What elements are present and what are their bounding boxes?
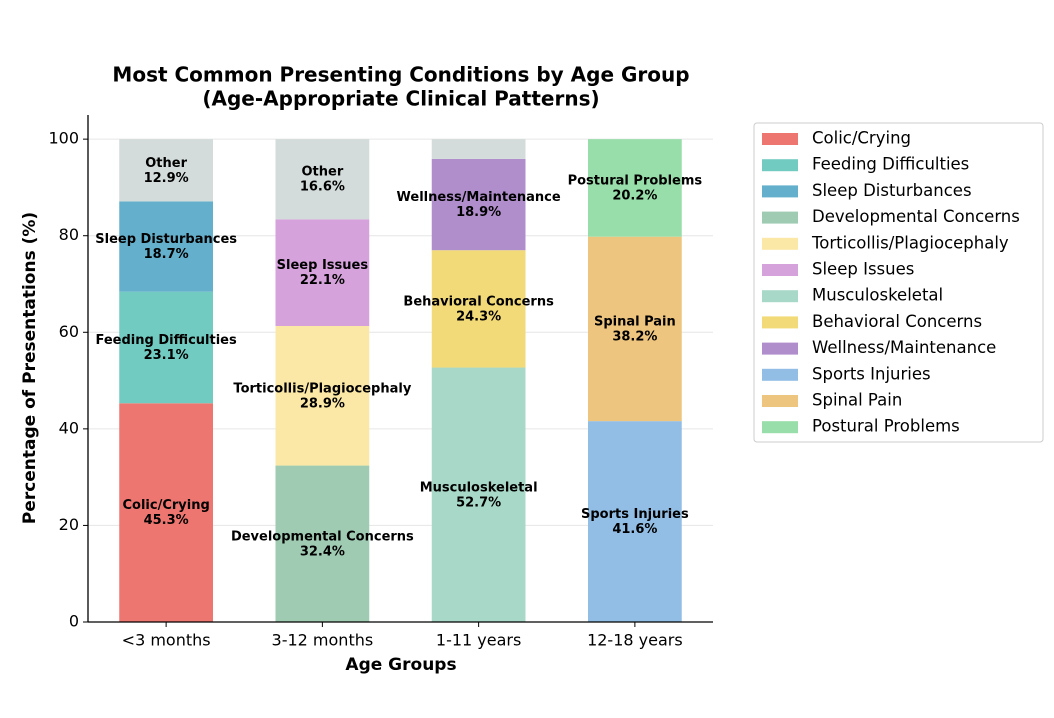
data-label-name: Sleep Issues xyxy=(277,258,369,273)
bar-segment xyxy=(588,421,682,622)
x-tick-label: 1-11 years xyxy=(436,631,521,650)
data-label-name: Behavioral Concerns xyxy=(403,294,554,309)
legend-swatch xyxy=(762,185,798,198)
data-label-name: Spinal Pain xyxy=(594,314,676,329)
data-label: 45.3% xyxy=(144,513,189,528)
legend-label: Sleep Issues xyxy=(812,260,914,279)
y-tick-label: 40 xyxy=(59,418,79,437)
bar-segment xyxy=(431,250,526,368)
data-label: 18.9% xyxy=(456,205,501,220)
data-label: 38.2% xyxy=(612,329,657,344)
data-label: 16.6% xyxy=(300,180,345,195)
legend-swatch xyxy=(762,316,798,329)
bar-segment xyxy=(119,291,213,404)
data-label: 24.3% xyxy=(456,309,501,324)
y-tick-label: 100 xyxy=(48,129,79,148)
legend-label: Wellness/Maintenance xyxy=(812,338,996,357)
x-axis-label: Age Groups xyxy=(345,655,456,675)
data-label-name: Wellness/Maintenance xyxy=(397,190,561,205)
legend-label: Musculoskeletal xyxy=(812,286,943,305)
data-label-name: Other xyxy=(145,156,187,171)
legend-swatch xyxy=(762,159,798,172)
bar-segment xyxy=(588,236,682,422)
data-label-name: Other xyxy=(302,165,344,180)
legend-label: Sports Injuries xyxy=(812,364,931,383)
data-label-name: Sports Injuries xyxy=(581,507,689,522)
bar-segment xyxy=(119,403,213,622)
bar-segment xyxy=(431,158,526,251)
bar-segment xyxy=(275,465,370,622)
bar-segment xyxy=(431,139,526,159)
x-tick-label: 3-12 months xyxy=(272,631,374,650)
bar-segment xyxy=(275,326,370,466)
legend-swatch xyxy=(762,237,798,250)
legend-swatch xyxy=(762,211,798,224)
data-label-name: Sleep Disturbances xyxy=(95,232,237,247)
data-label: 23.1% xyxy=(144,348,189,363)
legend-label: Behavioral Concerns xyxy=(812,312,982,331)
data-label: 22.1% xyxy=(300,273,345,288)
data-label: 52.7% xyxy=(456,495,501,510)
data-label-name: Torticollis/Plagiocephaly xyxy=(233,381,411,396)
data-label-name: Colic/Crying xyxy=(122,498,209,513)
data-label-name: Developmental Concerns xyxy=(231,529,414,544)
x-tick-label: 12-18 years xyxy=(587,631,683,650)
bar-segment xyxy=(431,367,526,622)
data-label: 28.9% xyxy=(300,396,345,411)
data-label: 18.7% xyxy=(144,247,189,262)
data-label: 12.9% xyxy=(144,171,189,186)
legend-swatch xyxy=(762,264,798,276)
y-axis-label: Percentage of Presentations (%) xyxy=(20,212,40,524)
legend-label: Postural Problems xyxy=(812,417,960,436)
legend-label: Torticollis/Plagiocephaly xyxy=(811,233,1009,252)
bar-segment xyxy=(119,201,213,292)
bar-segment xyxy=(275,139,370,220)
data-label-name: Feeding Difficulties xyxy=(96,333,237,348)
bar-segment xyxy=(275,219,370,327)
y-tick-label: 60 xyxy=(59,322,79,341)
data-label-name: Musculoskeletal xyxy=(420,480,538,495)
data-label: 20.2% xyxy=(612,188,657,203)
bar-segment xyxy=(588,139,682,237)
data-label: 32.4% xyxy=(300,544,345,559)
data-label-name: Postural Problems xyxy=(568,173,703,188)
legend-swatch xyxy=(762,290,798,303)
chart-subtitle: (Age-Appropriate Clinical Patterns) xyxy=(202,87,599,111)
y-tick-label: 20 xyxy=(59,515,79,534)
y-tick-label: 80 xyxy=(59,225,79,244)
legend-box xyxy=(753,122,1044,443)
legend-label: Developmental Concerns xyxy=(812,207,1020,226)
legend-swatch xyxy=(762,395,798,407)
chart-title: Most Common Presenting Conditions by Age… xyxy=(112,63,689,87)
legend-swatch xyxy=(762,342,798,355)
legend-swatch xyxy=(762,421,798,434)
bar-segment xyxy=(119,139,213,202)
legend-swatch xyxy=(762,368,798,381)
legend-label: Sleep Disturbances xyxy=(812,181,972,200)
data-label: 41.6% xyxy=(612,522,657,537)
y-tick-label: 0 xyxy=(69,612,79,631)
legend-swatch xyxy=(762,133,798,145)
x-tick-label: <3 months xyxy=(122,631,211,650)
legend-label: Colic/Crying xyxy=(812,129,911,148)
legend-label: Spinal Pain xyxy=(812,391,902,410)
legend-label: Feeding Difficulties xyxy=(812,155,969,174)
